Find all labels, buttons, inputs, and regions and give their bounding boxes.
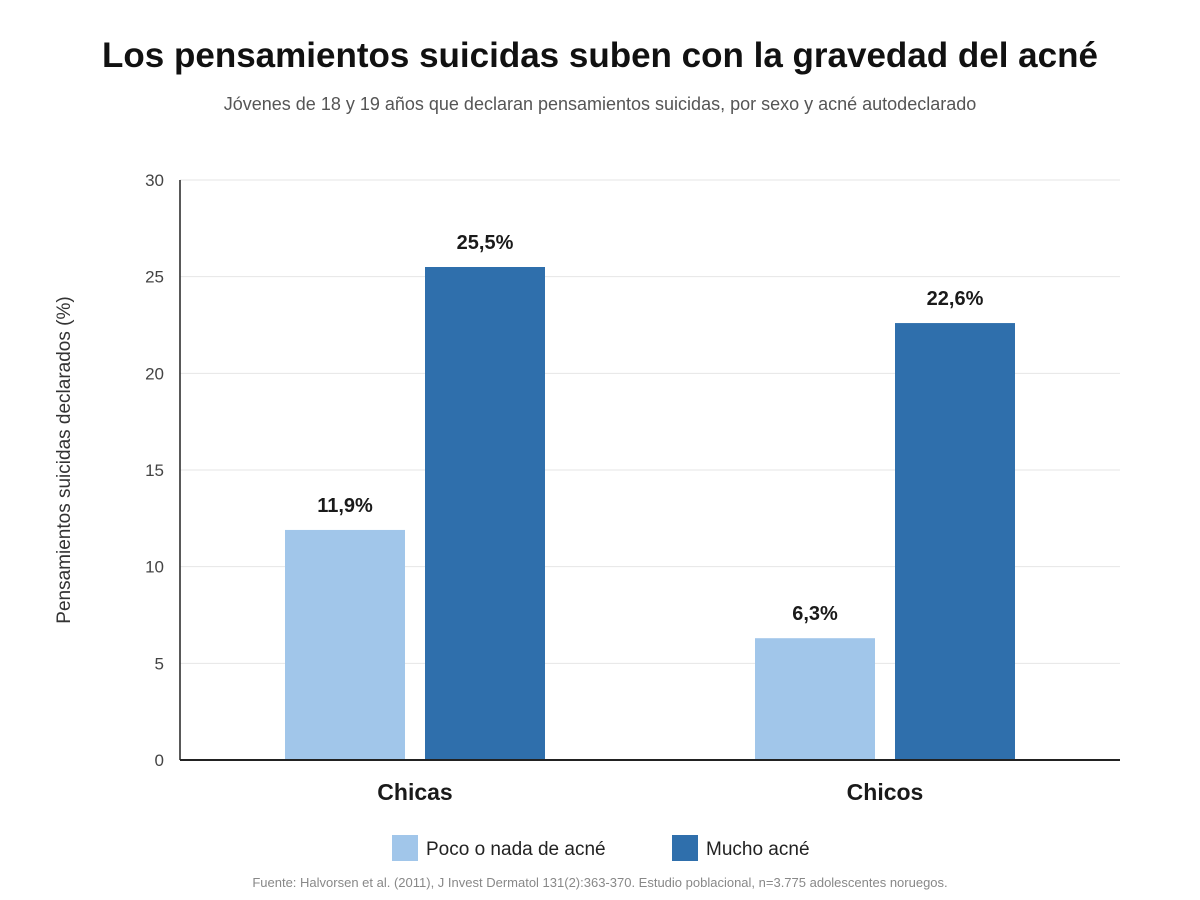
y-tick-label: 30 — [145, 171, 164, 190]
bar-chicas-series-1 — [285, 529, 405, 760]
x-axis-categories: Chicas Chicos — [377, 779, 923, 805]
y-tick-label: 0 — [155, 751, 164, 770]
data-labels: 11,9% 25,5% 6,3% 22,6% — [317, 232, 983, 625]
y-axis-label: Pensamientos suicidas declarados (%) — [54, 296, 75, 623]
x-category-label: Chicos — [847, 779, 924, 805]
chart-title: Los pensamientos suicidas suben con la g… — [102, 36, 1098, 75]
data-label: 11,9% — [317, 495, 373, 517]
data-label: 25,5% — [457, 232, 514, 254]
data-label: 22,6% — [927, 288, 984, 310]
y-tick-label: 5 — [155, 654, 164, 673]
bar-chicos-series-1 — [755, 638, 875, 760]
bars — [285, 267, 1015, 760]
y-tick-label: 15 — [145, 461, 164, 480]
y-tick-label: 10 — [145, 558, 164, 577]
source-note: Fuente: Halvorsen et al. (2011), J Inves… — [252, 875, 948, 890]
bar-chicas-series-2 — [425, 267, 545, 760]
legend-swatch — [672, 835, 698, 861]
legend: Poco o nada de acné Mucho acné — [392, 835, 810, 861]
y-axis-ticks: 0 5 10 15 20 25 30 — [145, 171, 164, 770]
data-label: 6,3% — [792, 603, 838, 625]
legend-label: Poco o nada de acné — [426, 839, 606, 860]
bar-chicos-series-2 — [895, 323, 1015, 760]
legend-swatch — [392, 835, 418, 861]
axes — [179, 180, 1120, 761]
y-tick-label: 25 — [145, 268, 164, 287]
legend-label: Mucho acné — [706, 839, 810, 860]
y-tick-label: 20 — [145, 364, 164, 383]
chart-subtitle: Jóvenes de 18 y 19 años que declaran pen… — [223, 94, 977, 114]
x-category-label: Chicas — [377, 779, 452, 805]
